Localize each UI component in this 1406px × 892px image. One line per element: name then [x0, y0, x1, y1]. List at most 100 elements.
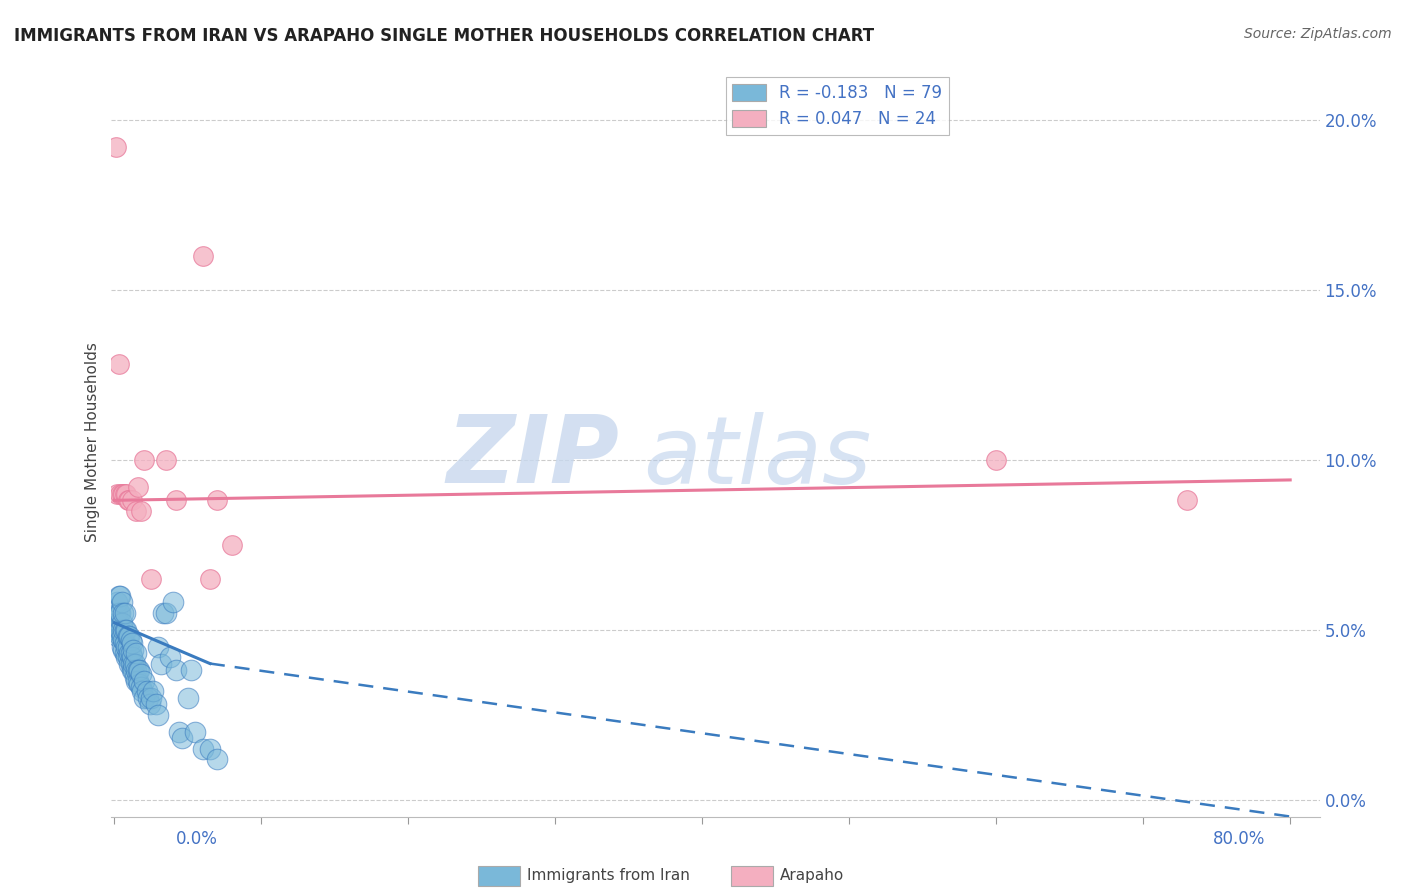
- Point: [118, 493, 141, 508]
- Point: [162, 595, 184, 609]
- Point: [114, 486, 136, 500]
- Text: Arapaho: Arapaho: [780, 869, 845, 883]
- Point: [105, 629, 128, 643]
- Point: [129, 666, 152, 681]
- Y-axis label: Single Mother Households: Single Mother Households: [86, 343, 100, 542]
- Point: [117, 649, 139, 664]
- Point: [148, 640, 170, 654]
- Point: [150, 657, 173, 671]
- Point: [152, 606, 174, 620]
- Point: [105, 595, 128, 609]
- Point: [207, 493, 229, 508]
- Point: [107, 623, 129, 637]
- Point: [125, 673, 148, 688]
- Point: [986, 452, 1008, 467]
- Point: [139, 690, 162, 705]
- Point: [198, 741, 221, 756]
- Point: [111, 615, 134, 630]
- Point: [135, 683, 157, 698]
- Point: [139, 572, 162, 586]
- Point: [107, 589, 129, 603]
- Point: [112, 643, 135, 657]
- Point: [180, 663, 202, 677]
- Point: [107, 615, 129, 630]
- Point: [111, 595, 134, 609]
- Point: [121, 649, 143, 664]
- Point: [120, 646, 142, 660]
- Point: [124, 657, 146, 671]
- Point: [121, 636, 143, 650]
- Point: [127, 480, 149, 494]
- Point: [221, 537, 243, 551]
- Point: [104, 615, 127, 630]
- Point: [122, 657, 145, 671]
- Point: [167, 724, 190, 739]
- Point: [124, 670, 146, 684]
- Point: [117, 640, 139, 654]
- Point: [127, 663, 149, 677]
- Point: [110, 606, 132, 620]
- Point: [132, 673, 155, 688]
- Point: [136, 690, 159, 705]
- Point: [142, 683, 165, 698]
- Text: 80.0%: 80.0%: [1213, 830, 1265, 847]
- Point: [118, 657, 141, 671]
- Point: [145, 698, 167, 712]
- Legend: R = -0.183   N = 79, R = 0.047   N = 24: R = -0.183 N = 79, R = 0.047 N = 24: [725, 77, 949, 135]
- Point: [115, 623, 138, 637]
- Point: [128, 677, 150, 691]
- Point: [120, 657, 142, 671]
- Point: [107, 357, 129, 371]
- Point: [112, 632, 135, 647]
- Point: [165, 493, 187, 508]
- Point: [118, 629, 141, 643]
- Point: [118, 646, 141, 660]
- Text: 0.0%: 0.0%: [176, 830, 218, 847]
- Point: [125, 646, 148, 660]
- Point: [155, 606, 177, 620]
- Point: [112, 623, 135, 637]
- Point: [105, 486, 128, 500]
- Text: atlas: atlas: [643, 412, 872, 503]
- Point: [128, 663, 150, 677]
- Point: [138, 698, 160, 712]
- Point: [122, 663, 145, 677]
- Point: [114, 636, 136, 650]
- Point: [110, 629, 132, 643]
- Point: [110, 623, 132, 637]
- Point: [114, 646, 136, 660]
- Point: [114, 623, 136, 637]
- Point: [165, 663, 187, 677]
- Point: [112, 606, 135, 620]
- Point: [191, 248, 214, 262]
- Point: [111, 640, 134, 654]
- Point: [104, 139, 127, 153]
- Point: [125, 663, 148, 677]
- Point: [115, 640, 138, 654]
- Point: [115, 649, 138, 664]
- Point: [125, 503, 148, 517]
- Point: [191, 741, 214, 756]
- Point: [121, 663, 143, 677]
- Point: [117, 629, 139, 643]
- Point: [104, 623, 127, 637]
- Point: [129, 681, 152, 695]
- Point: [111, 629, 134, 643]
- Point: [127, 673, 149, 688]
- Point: [177, 690, 200, 705]
- Text: IMMIGRANTS FROM IRAN VS ARAPAHO SINGLE MOTHER HOUSEHOLDS CORRELATION CHART: IMMIGRANTS FROM IRAN VS ARAPAHO SINGLE M…: [14, 27, 875, 45]
- Point: [112, 486, 135, 500]
- Text: Source: ZipAtlas.com: Source: ZipAtlas.com: [1244, 27, 1392, 41]
- Point: [115, 486, 138, 500]
- Text: Immigrants from Iran: Immigrants from Iran: [527, 869, 690, 883]
- Text: ZIP: ZIP: [446, 411, 619, 503]
- Point: [132, 690, 155, 705]
- Point: [148, 707, 170, 722]
- Point: [110, 589, 132, 603]
- Point: [159, 649, 181, 664]
- Point: [155, 452, 177, 467]
- Point: [131, 683, 153, 698]
- Point: [107, 606, 129, 620]
- Point: [122, 643, 145, 657]
- Point: [121, 493, 143, 508]
